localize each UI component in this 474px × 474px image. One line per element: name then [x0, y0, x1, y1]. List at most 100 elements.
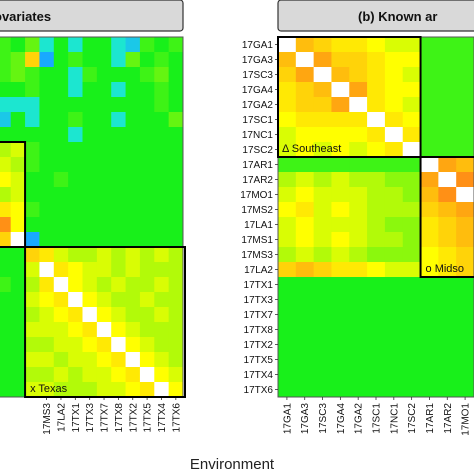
heat-cell [313, 127, 332, 143]
heat-cell [68, 37, 83, 53]
y-tick-label: 17MO1 [240, 190, 273, 201]
heat-cell [111, 367, 126, 383]
heat-cell [39, 292, 55, 308]
heat-cell [313, 97, 332, 113]
heat-cell [0, 322, 12, 338]
heat-cell [456, 37, 474, 53]
heat-cell [331, 127, 350, 143]
heat-cell [10, 337, 26, 353]
heat-cell [438, 202, 457, 218]
heat-cell [0, 37, 12, 53]
y-tick-label: 17SC1 [242, 115, 273, 126]
heat-cell [53, 52, 69, 68]
heat-cell [313, 307, 332, 323]
heat-cell [384, 187, 404, 203]
heat-cell [438, 142, 457, 158]
heat-cell [331, 52, 350, 68]
heat-cell [384, 382, 404, 398]
heat-cell [39, 382, 55, 398]
heat-cell [168, 157, 184, 173]
heat-cell [402, 142, 421, 158]
heat-cell [53, 97, 69, 113]
heat-cell [96, 37, 112, 53]
heat-cell [0, 382, 12, 398]
heat-cell [125, 97, 141, 113]
heat-cell [313, 157, 332, 173]
panel-b: (b) Known ar 17GA1 17GA3 17SC3 17GA4 17GA2 17S… [240, 0, 474, 436]
heat-cell [168, 382, 184, 398]
heat-cell [53, 337, 69, 353]
heat-cells [278, 37, 474, 398]
heat-cell [139, 247, 155, 263]
heat-cell [367, 127, 386, 143]
heat-cell [168, 262, 184, 278]
heat-cell [278, 37, 297, 53]
heat-cell [420, 367, 439, 383]
x-tick-label: 17TX1 [71, 403, 82, 433]
heat-cell [367, 142, 386, 158]
y-tick-label: 17GA3 [242, 55, 274, 66]
x-tick-label: 17AR1 [425, 403, 436, 434]
heat-cell [438, 172, 457, 188]
heat-cell [313, 52, 332, 68]
heat-cell [402, 202, 421, 218]
heat-cell [125, 112, 141, 128]
x-tick-label: 17SC2 [407, 403, 418, 434]
heat-cell [384, 322, 404, 338]
heat-cell [39, 262, 55, 278]
heat-cell [331, 187, 350, 203]
heat-cell [420, 52, 439, 68]
heat-cell [0, 157, 12, 173]
heat-cell [96, 217, 112, 233]
heat-cell [0, 217, 12, 233]
heat-cell [68, 157, 83, 173]
heat-cell [25, 142, 40, 158]
heat-cell [154, 202, 170, 218]
heat-cell [154, 52, 170, 68]
heat-cell [331, 307, 350, 323]
heat-cell [168, 172, 184, 188]
heat-cell [82, 112, 98, 128]
heat-cell [10, 217, 26, 233]
heat-cell [96, 337, 112, 353]
heat-cell [168, 37, 184, 53]
heat-cell [456, 337, 474, 353]
heat-cell [438, 352, 457, 368]
x-tick-label: 17GA3 [300, 403, 311, 435]
heat-cell [420, 262, 439, 278]
x-tick-label: 17TX6 [171, 403, 182, 433]
x-tick-label: 17GA1 [282, 403, 293, 435]
heat-cell [96, 292, 112, 308]
heat-cell [438, 292, 457, 308]
heat-cell [278, 382, 297, 398]
heat-cell [438, 337, 457, 353]
heat-cell [168, 202, 184, 218]
heat-cell [456, 67, 474, 83]
heat-cell [367, 307, 386, 323]
heat-cell [82, 247, 98, 263]
heat-cell [139, 292, 155, 308]
heat-cell [53, 202, 69, 218]
heat-cell [0, 82, 12, 98]
heat-cell [295, 292, 315, 308]
heat-cell [367, 367, 386, 383]
heat-cell [331, 367, 350, 383]
heat-cell [420, 382, 439, 398]
heat-cell [139, 232, 155, 248]
heat-cell [402, 82, 421, 98]
heat-cell [68, 352, 83, 368]
heat-cell [111, 322, 126, 338]
heat-cell [0, 97, 12, 113]
heat-cell [10, 67, 26, 83]
heat-cell [420, 157, 439, 173]
heat-cell [402, 352, 421, 368]
heat-cell [295, 157, 315, 173]
heat-cell [96, 82, 112, 98]
heat-cell [39, 202, 55, 218]
heat-cell [39, 307, 55, 323]
y-tick-label: 17AR2 [242, 175, 273, 186]
heat-cell [53, 367, 69, 383]
heat-cell [154, 172, 170, 188]
heat-cell [68, 382, 83, 398]
heat-cell [39, 97, 55, 113]
